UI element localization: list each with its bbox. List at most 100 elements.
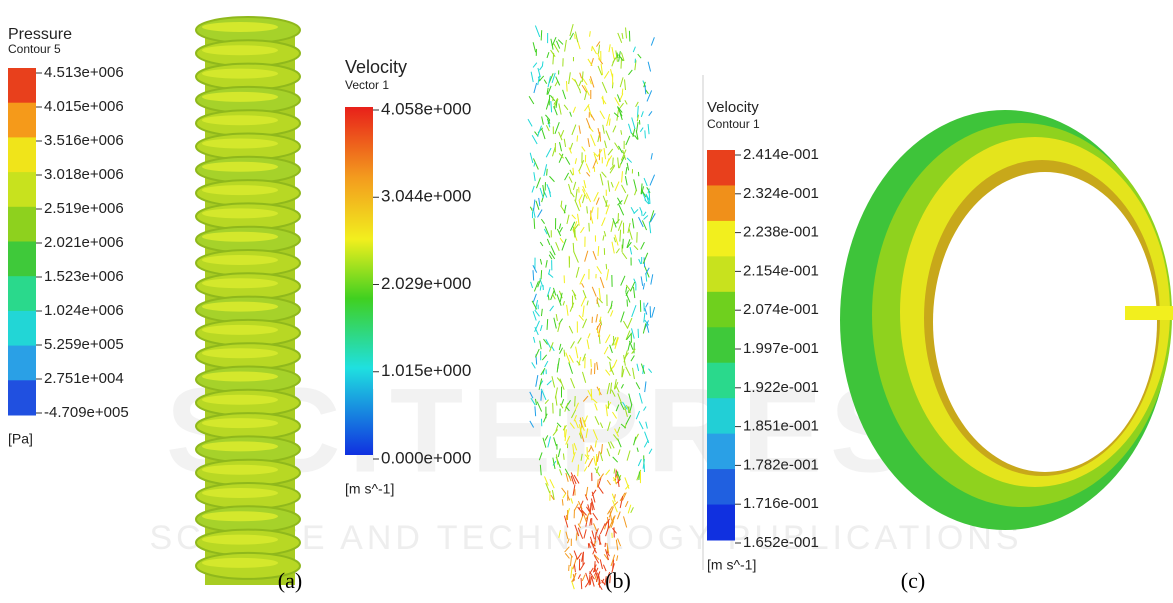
vector [582,147,585,152]
colorbar-band [8,172,36,207]
vector [538,210,543,218]
vector [631,207,634,213]
vector [580,227,584,233]
vector [566,81,567,92]
vector [626,285,631,291]
vector [551,101,552,112]
legend-subtitle: Contour 1 [707,117,760,131]
vector [569,355,573,363]
vector [590,577,591,585]
vector [587,172,590,176]
vector [532,135,537,144]
vector [623,321,627,329]
vector [570,556,571,566]
vector [541,270,542,279]
vector [618,157,619,168]
vector [613,158,614,166]
vector [563,90,566,99]
vector [540,286,541,291]
ring-hole [933,172,1157,472]
vector [644,313,645,322]
legend-label: 0.000e+000 [381,448,471,467]
vector [620,230,621,242]
caption: (c) [901,568,925,593]
legend-label: 1.782e-001 [743,456,819,473]
vector [602,172,607,178]
vector [559,104,561,115]
legend-label: 2.021e+006 [44,234,124,251]
vector [610,345,613,353]
coil-highlight [202,162,278,172]
vector [561,201,562,207]
coil-highlight [202,302,278,312]
vector [602,217,606,226]
vector [639,217,644,227]
colorbar-band [8,276,36,311]
vector [563,301,564,305]
legend-title: Velocity [345,57,407,77]
vector [573,107,575,113]
vector [614,237,616,242]
vector [533,311,536,320]
vector [565,40,567,52]
vector [651,153,652,159]
vector [592,287,596,297]
vector [542,355,546,360]
vector [618,33,622,43]
vector [572,581,575,590]
vector [533,294,536,303]
vector [582,195,584,203]
vector [626,28,627,39]
vector [628,505,631,514]
colorbar-band [707,469,735,505]
vector [584,180,586,188]
vector [606,158,609,166]
vector [618,200,623,205]
vector [633,287,634,298]
vector [556,101,557,108]
vector [556,242,560,251]
vector [575,200,580,211]
vector [624,194,628,204]
legend-label: 1.015e+000 [381,361,471,380]
vector [633,47,635,52]
vector [550,306,554,311]
vector [622,185,626,193]
vector [583,78,587,84]
vector [554,106,558,115]
vector [607,269,609,280]
vector [533,42,536,52]
vector [571,192,574,197]
legend-label: 1.024e+006 [44,302,124,319]
vector [571,341,575,348]
vector [556,314,557,321]
vector [608,149,613,155]
vector [559,224,560,229]
vector [570,112,572,117]
vector [605,141,607,148]
vector [567,305,569,316]
vector [556,41,559,49]
vector [621,130,622,135]
vector [622,253,626,259]
vector [569,326,572,333]
vector [594,561,595,572]
vector [647,325,649,333]
vector [604,231,606,236]
vector [581,296,585,306]
vector [570,303,574,312]
vector [574,252,579,263]
colorbar-band [8,103,36,138]
vector [625,501,628,507]
vector [564,350,565,357]
legend-label: 1.997e-001 [743,340,819,357]
vector [625,176,627,185]
vector [540,259,541,265]
vector [549,255,552,260]
vector [540,242,543,246]
vector [640,128,643,132]
vector [570,170,573,175]
vector [582,283,584,287]
vector [577,135,578,141]
vector [552,147,555,156]
